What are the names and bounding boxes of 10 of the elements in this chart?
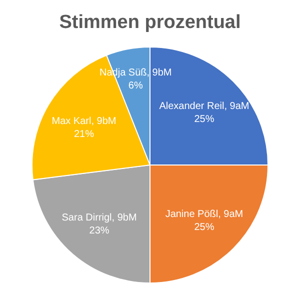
data-label: 21% (74, 128, 94, 140)
chart-title: Stimmen prozentual (59, 12, 241, 33)
data-label: 25% (194, 114, 214, 125)
slice-label: Janine Pößl, 9aM (165, 209, 244, 220)
data-label: 23% (89, 226, 110, 237)
data-label: 25% (194, 222, 214, 234)
slice-label: Sara Dirrigl, 9bM (62, 212, 137, 224)
data-label: 6% (128, 80, 143, 92)
slice-label: Alexander Reil, 9aM (159, 100, 250, 112)
slice-label: Max Karl, 9bM (52, 116, 116, 127)
